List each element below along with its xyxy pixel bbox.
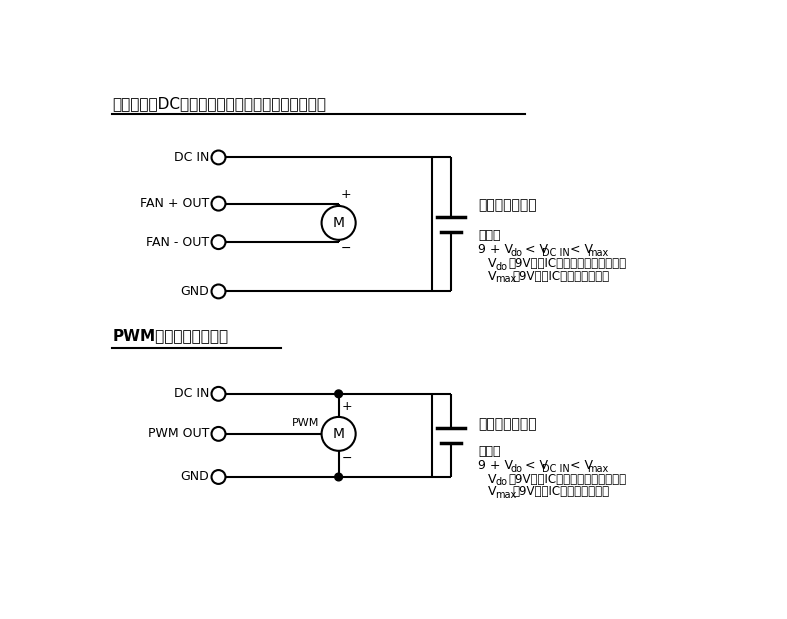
Text: FAN + OUT: FAN + OUT: [140, 197, 209, 210]
Text: M: M: [333, 216, 345, 230]
Text: M: M: [333, 427, 345, 441]
Text: PWM可変速冷却ファン: PWM可変速冷却ファン: [113, 329, 228, 344]
Text: < V: < V: [521, 243, 548, 256]
Text: PWM OUT: PWM OUT: [148, 427, 209, 440]
Text: 9 + V: 9 + V: [478, 243, 513, 256]
Text: +: +: [342, 400, 353, 413]
Text: ただし: ただし: [478, 445, 501, 458]
Text: V: V: [487, 258, 496, 271]
Text: V: V: [487, 269, 496, 282]
Text: −: −: [342, 452, 353, 465]
Text: ブラシ付きDCモーター／制御端子なし冷却ファン: ブラシ付きDCモーター／制御端子なし冷却ファン: [113, 96, 327, 111]
Text: ：9V電源ICのドロップアウト電圧: ：9V電源ICのドロップアウト電圧: [508, 258, 626, 271]
Text: ：9V電源ICのドロップアウト電圧: ：9V電源ICのドロップアウト電圧: [508, 473, 626, 486]
Text: do: do: [511, 248, 523, 258]
Text: do: do: [511, 464, 523, 474]
Text: ただし: ただし: [478, 230, 501, 243]
Text: < V: < V: [521, 459, 548, 472]
Text: GND: GND: [180, 285, 209, 298]
Text: < V: < V: [566, 459, 593, 472]
Text: −: −: [341, 242, 352, 255]
Circle shape: [334, 473, 342, 481]
Text: < V: < V: [566, 243, 593, 256]
Text: +: +: [341, 188, 352, 201]
Text: DC IN: DC IN: [542, 464, 571, 474]
Text: max: max: [495, 490, 516, 500]
Text: V: V: [487, 485, 496, 498]
Text: DC IN: DC IN: [542, 248, 571, 258]
Text: DC IN: DC IN: [174, 151, 209, 164]
Text: max: max: [587, 248, 608, 258]
Text: FAN - OUT: FAN - OUT: [146, 236, 209, 249]
Text: max: max: [495, 274, 516, 284]
Text: ファン定格電圧: ファン定格電圧: [478, 198, 537, 212]
Text: GND: GND: [180, 470, 209, 483]
Text: ：9V電源ICの最大入力電圧: ：9V電源ICの最大入力電圧: [512, 269, 609, 282]
Text: do: do: [495, 262, 507, 272]
Text: PWM: PWM: [292, 418, 320, 428]
Text: ファン定格電圧: ファン定格電圧: [478, 418, 537, 431]
Circle shape: [334, 390, 342, 397]
Text: max: max: [587, 464, 608, 474]
Text: V: V: [487, 473, 496, 486]
Text: DC IN: DC IN: [174, 387, 209, 400]
Text: 9 + V: 9 + V: [478, 459, 513, 472]
Text: ：9V電源ICの最大入力電圧: ：9V電源ICの最大入力電圧: [512, 485, 609, 498]
Text: do: do: [495, 477, 507, 487]
